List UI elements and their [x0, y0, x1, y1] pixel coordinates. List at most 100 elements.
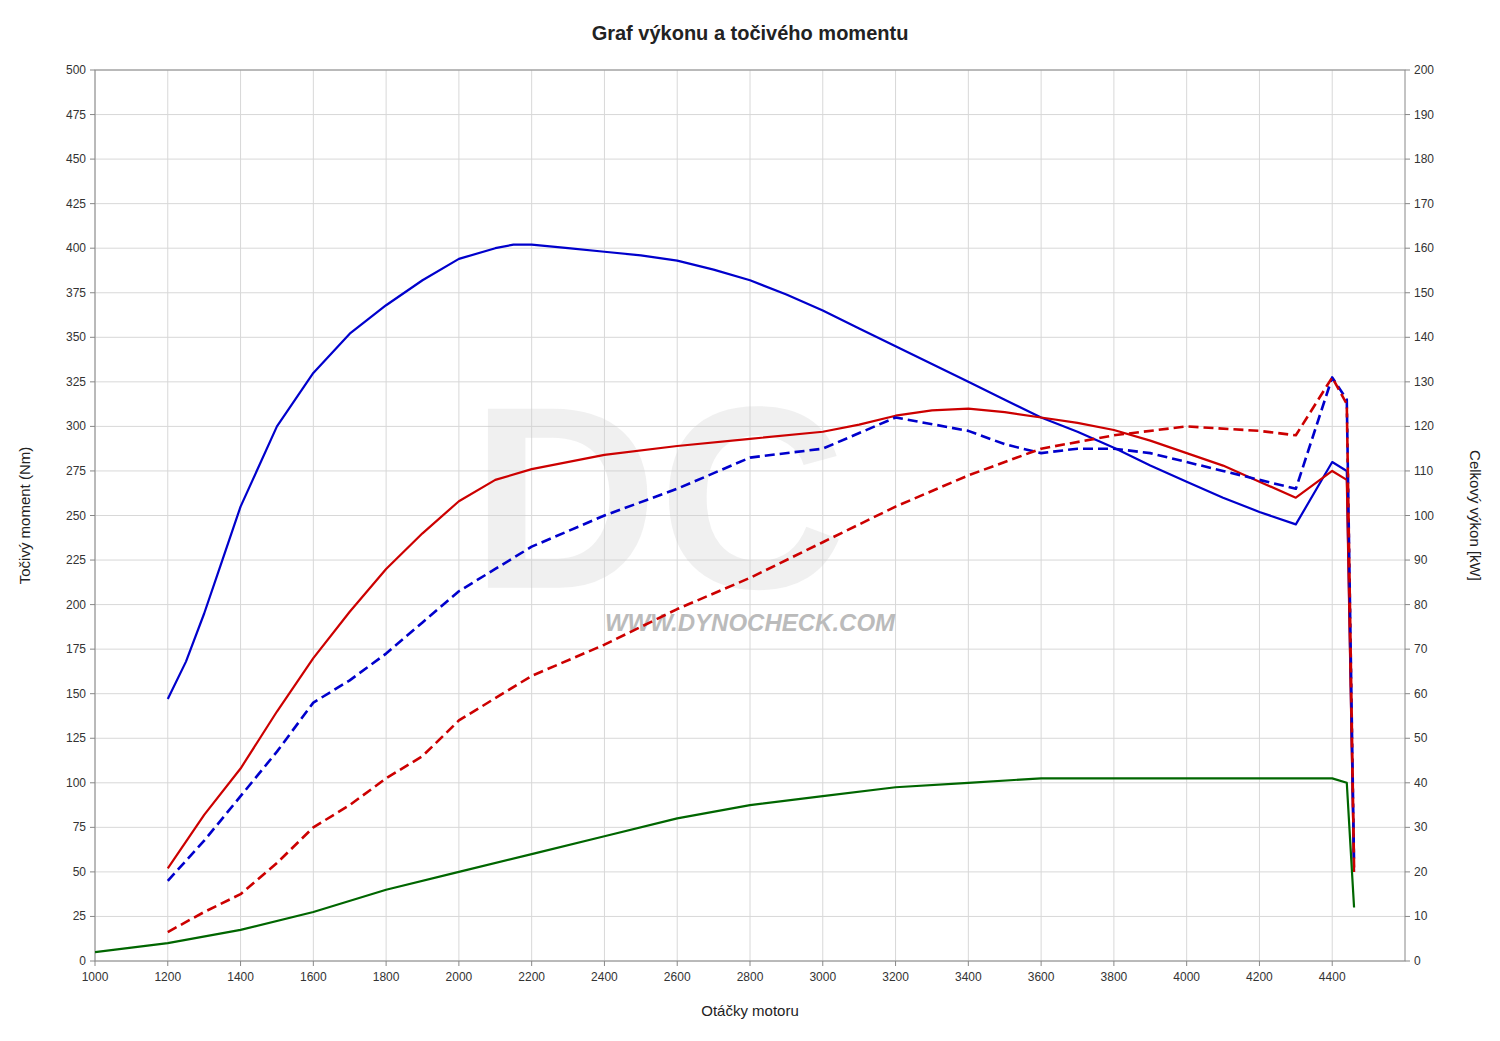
- y2-tick: [1405, 70, 1410, 71]
- y-tick: [90, 292, 95, 293]
- x-tick-label: 2200: [518, 970, 545, 984]
- x-tick: [1186, 961, 1187, 966]
- x-tick-label: 4000: [1173, 970, 1200, 984]
- y-tick: [90, 693, 95, 694]
- y2-tick: [1405, 381, 1410, 382]
- x-tick-label: 3600: [1028, 970, 1055, 984]
- y-tick-label: 250: [66, 509, 86, 523]
- y2-tick: [1405, 738, 1410, 739]
- y2-tick-label: 200: [1414, 63, 1434, 77]
- y2-tick-label: 10: [1414, 909, 1428, 923]
- x-tick-label: 1000: [82, 970, 109, 984]
- y-tick-label: 25: [73, 909, 87, 923]
- x-tick-label: 3000: [809, 970, 836, 984]
- y-grid-line: [95, 827, 1405, 828]
- y-tick: [90, 916, 95, 917]
- y-tick-label: 75: [73, 820, 87, 834]
- y-tick: [90, 515, 95, 516]
- x-tick-label: 3800: [1101, 970, 1128, 984]
- y-tick: [90, 560, 95, 561]
- x-tick: [531, 961, 532, 966]
- y2-tick: [1405, 203, 1410, 204]
- x-tick: [750, 961, 751, 966]
- y-tick-label: 475: [66, 108, 86, 122]
- y-tick-label: 325: [66, 375, 86, 389]
- y2-tick: [1405, 337, 1410, 338]
- y-tick: [90, 782, 95, 783]
- plot-frame: [95, 70, 1405, 961]
- y2-tick-label: 20: [1414, 865, 1428, 879]
- x-tick-label: 2800: [737, 970, 764, 984]
- y-tick-label: 500: [66, 63, 86, 77]
- y-tick-label: 50: [73, 865, 87, 879]
- y2-tick-label: 70: [1414, 642, 1428, 656]
- y-tick: [90, 961, 95, 962]
- y2-tick-label: 40: [1414, 776, 1428, 790]
- y-grid-line: [95, 292, 1405, 293]
- x-tick-label: 2000: [446, 970, 473, 984]
- y2-tick-label: 120: [1414, 419, 1434, 433]
- y2-tick-label: 160: [1414, 241, 1434, 255]
- axes: 1000120014001600180020002200240026002800…: [66, 63, 1434, 984]
- y2-tick: [1405, 114, 1410, 115]
- series-lines: [95, 245, 1354, 952]
- y-tick-label: 150: [66, 687, 86, 701]
- y-tick: [90, 470, 95, 471]
- solid-line: [95, 778, 1354, 952]
- x-tick: [313, 961, 314, 966]
- watermark-logo: DC: [471, 353, 847, 643]
- grid: [95, 70, 1405, 961]
- y2-tick-label: 150: [1414, 286, 1434, 300]
- y-grid-line: [95, 248, 1405, 249]
- y-tick: [90, 381, 95, 382]
- plot-area: [95, 70, 1405, 961]
- x-tick-label: 1400: [227, 970, 254, 984]
- y2-tick: [1405, 292, 1410, 293]
- y-grid-line: [95, 649, 1405, 650]
- y2-tick: [1405, 515, 1410, 516]
- y-tick-label: 125: [66, 731, 86, 745]
- x-tick: [677, 961, 678, 966]
- y-grid-line: [95, 337, 1405, 338]
- x-tick: [968, 961, 969, 966]
- y2-tick: [1405, 470, 1410, 471]
- y-tick-label: 450: [66, 152, 86, 166]
- y2-tick-label: 80: [1414, 598, 1428, 612]
- y-grid-line: [95, 159, 1405, 160]
- y-tick: [90, 159, 95, 160]
- x-tick-label: 2600: [664, 970, 691, 984]
- y-tick: [90, 114, 95, 115]
- x-tick: [822, 961, 823, 966]
- y-grid-line: [95, 114, 1405, 115]
- y-tick-label: 300: [66, 419, 86, 433]
- x-tick-label: 4200: [1246, 970, 1273, 984]
- y2-tick-label: 0: [1414, 954, 1421, 968]
- y-tick: [90, 649, 95, 650]
- y2-tick: [1405, 693, 1410, 694]
- x-tick: [458, 961, 459, 966]
- x-tick: [895, 961, 896, 966]
- y2-tick: [1405, 248, 1410, 249]
- dashed-line: [168, 377, 1354, 880]
- y-tick: [90, 604, 95, 605]
- y-grid-line: [95, 693, 1405, 694]
- y-tick-label: 350: [66, 330, 86, 344]
- y-tick-label: 375: [66, 286, 86, 300]
- y2-tick-label: 90: [1414, 553, 1428, 567]
- y-grid-line: [95, 738, 1405, 739]
- y2-tick: [1405, 782, 1410, 783]
- y2-tick-label: 30: [1414, 820, 1428, 834]
- y2-tick-label: 110: [1414, 464, 1433, 478]
- y-tick: [90, 871, 95, 872]
- chart: DCWWW.DYNOCHECK.COM100012001400160018002…: [0, 0, 1500, 1041]
- y-grid-line: [95, 871, 1405, 872]
- solid-line: [168, 409, 1354, 872]
- x-tick-label: 1200: [154, 970, 181, 984]
- y-tick: [90, 248, 95, 249]
- y-tick-label: 175: [66, 642, 86, 656]
- x-axis-label: Otáčky motoru: [701, 1002, 799, 1019]
- y2-tick: [1405, 916, 1410, 917]
- x-tick-label: 2400: [591, 970, 618, 984]
- y-tick: [90, 70, 95, 71]
- x-tick: [167, 961, 168, 966]
